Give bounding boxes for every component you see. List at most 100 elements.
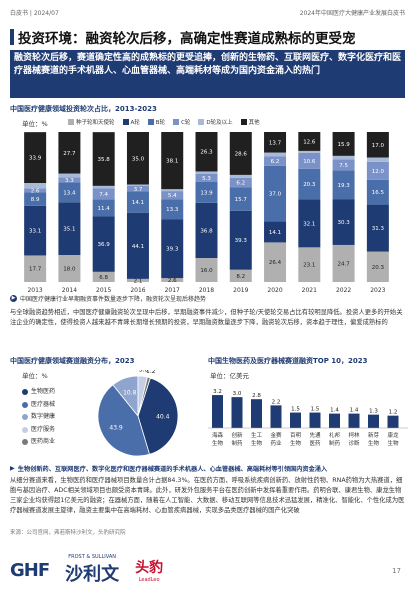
bar-segment: [332, 244, 355, 282]
x-tick-label: 2019: [233, 287, 248, 294]
bar-value-label: 36.8: [200, 228, 213, 234]
x-tick-label: 2014: [62, 287, 77, 294]
x-tick-label: 百明: [290, 432, 302, 439]
bar: [251, 399, 262, 428]
bar: [348, 413, 360, 428]
bar-value-label: 35.1: [63, 227, 75, 233]
bar-value-label: 6.2: [271, 159, 280, 165]
legend-item: B轮: [147, 118, 165, 126]
bar-segment: [126, 184, 149, 186]
bar-segment: [126, 186, 149, 192]
bar-segment: [298, 132, 321, 151]
bar-value-label: 17.7: [29, 267, 42, 273]
intro-summary: 融资轮次后移，赛道确定性高的成熟标的更受追捧，创新的生物药、互联网医疗、数字化医…: [10, 50, 405, 98]
legend-label: C轮: [181, 120, 191, 126]
bar-segment: [195, 181, 218, 203]
frost-sullivan-logo: FROST & SULLIVAN 沙利文: [65, 554, 119, 586]
legend-item: A轮: [122, 118, 140, 126]
source-note: 来源：公司官网，弗若斯特沙利文，头豹研究院: [10, 530, 126, 536]
bar-value-label: 44.1: [132, 244, 144, 250]
legend-label: D轮及以上: [206, 120, 233, 126]
chart2-unit: 单位：%: [22, 372, 48, 380]
x-tick-label: 柯林: [348, 431, 360, 439]
bar-segment: [332, 159, 355, 171]
bar-segment: [366, 179, 389, 205]
bar-segment: [195, 174, 218, 182]
pie-value-label: 1.2: [146, 370, 156, 375]
bar-value-label: 37.0: [269, 192, 282, 198]
bar-value-label: 13.3: [166, 207, 179, 213]
bar-segment: [264, 156, 287, 166]
legend-label: 其他: [248, 120, 260, 126]
legend-swatch: [240, 119, 247, 125]
bar-value-label: 2.6: [31, 189, 40, 195]
bar-segment: [332, 155, 355, 160]
bar-value-label: 1.5: [291, 407, 300, 413]
bar-value-label: 3.0: [233, 391, 242, 397]
pie-legend-label: 医疗服务: [31, 425, 56, 433]
ghf-logo: GHF: [10, 559, 50, 581]
bar-segment: [298, 152, 321, 169]
chart1-unit: 单位：%: [22, 120, 48, 128]
bar: [329, 413, 340, 428]
pie-slice: [137, 377, 179, 455]
x-tick-label-2: 诊断: [348, 439, 360, 447]
bar-segment: [264, 221, 287, 243]
ll-cn: 头豹: [135, 560, 164, 576]
legend-label: A轮: [130, 120, 140, 126]
bar: [309, 412, 321, 428]
ll-en: LeadLeo: [138, 577, 160, 583]
bar: [290, 412, 301, 428]
header-right: 2024年中国医疗大健康产业发展白皮书: [299, 9, 405, 17]
bar-segment: [366, 161, 389, 180]
bar-value-label: 1.4: [350, 408, 359, 414]
x-tick-label: 2018: [199, 287, 214, 294]
bar-segment: [298, 168, 321, 200]
pie-value-label: 10.8: [123, 390, 137, 397]
bar-value-label: 8.2: [236, 274, 245, 280]
bar-segment: [298, 247, 321, 282]
bar-segment: [264, 132, 287, 153]
note2: ▶ 生物创新药、互联网医疗、数字化医疗和医疗器械赛道的手术机器人、心血管器械、高…: [10, 464, 405, 473]
x-tick-label: 2023: [370, 287, 385, 294]
pie-legend-swatch: [22, 401, 28, 408]
legend-label: 种子轮和天使轮: [76, 120, 115, 126]
bar-value-label: 16.5: [372, 190, 385, 196]
bar-segment: [264, 165, 287, 222]
bar-value-label: 12.0: [372, 169, 385, 175]
chart1-title: 中国医疗健康领域投资轮次占比，2013-2023: [10, 105, 157, 113]
bar-segment: [24, 132, 47, 183]
x-tick-label: 金赛: [270, 431, 282, 439]
bar-value-label: 1.2: [389, 410, 398, 416]
bar-segment: [58, 255, 81, 282]
pie-legend-label: 数字健康: [31, 413, 56, 420]
pie-legend: 生物医药 医疗器械 数字健康 医疗服务 医药商业: [22, 386, 55, 449]
pie-legend-swatch: [22, 389, 28, 396]
bar-value-label: 35.8: [98, 157, 111, 163]
bar-value-label: 24.7: [337, 261, 350, 267]
bar-segment: [24, 188, 47, 193]
bar-value-label: 32.1: [303, 221, 315, 227]
chart2-title: 中国医疗健康领域赛道融资分布，2023: [10, 357, 135, 365]
note2-text: 生物创新药、互联网医疗、数字化医疗和医疗器械赛道的手术机器人、心血管器械、高端耗…: [17, 466, 328, 473]
chart3-unit: 单位：亿美元: [210, 372, 249, 380]
footer-logos: GHF FROST & SULLIVAN 沙利文 头豹 LeadLeo: [10, 550, 405, 590]
bar-segment: [195, 132, 218, 172]
bar-value-label: 39.3: [235, 238, 248, 244]
bar-value-label: 1.3: [369, 409, 378, 415]
x-tick-label: 2022: [336, 287, 351, 294]
pie-value-label: 3.8: [139, 370, 149, 373]
bar-segment: [229, 132, 252, 175]
bar-value-label: 2.8: [252, 393, 261, 399]
bar: [212, 395, 223, 428]
bar-segment: [298, 150, 321, 153]
bar-value-label: 7.5: [339, 163, 348, 169]
bar-value-label: 3.2: [213, 389, 222, 395]
legend-item: 种子轮和天使轮: [68, 118, 115, 126]
bar-value-label: 3.7: [134, 187, 143, 193]
bar-value-label: 5.3: [202, 176, 211, 182]
leadleo-logo: 头豹 LeadLeo: [135, 557, 163, 583]
bar-value-label: 13.4: [63, 190, 76, 196]
title-accent-bar: [10, 29, 14, 45]
